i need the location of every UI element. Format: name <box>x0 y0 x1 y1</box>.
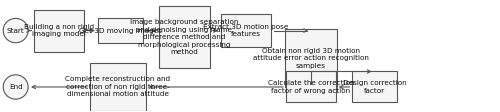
Ellipse shape <box>3 18 28 43</box>
FancyBboxPatch shape <box>221 14 271 47</box>
Text: Get 3D moving images: Get 3D moving images <box>79 28 162 34</box>
FancyBboxPatch shape <box>98 18 143 43</box>
Text: Image background separation
and denoising using frame
difference method and
morp: Image background separation and denoisin… <box>130 19 238 55</box>
Text: Building a non rigid
imaging model: Building a non rigid imaging model <box>24 24 94 37</box>
Text: Design correction
factor: Design correction factor <box>343 80 406 94</box>
Text: Start: Start <box>7 28 24 34</box>
Text: End: End <box>9 84 22 90</box>
Ellipse shape <box>3 75 28 99</box>
FancyBboxPatch shape <box>34 10 84 52</box>
Text: Extract 3D motion pose
features: Extract 3D motion pose features <box>204 24 288 37</box>
Text: Complete reconstruction and
correction of non rigid three-
dimensional motion at: Complete reconstruction and correction o… <box>66 76 170 97</box>
FancyBboxPatch shape <box>352 71 397 102</box>
FancyBboxPatch shape <box>286 71 336 102</box>
FancyBboxPatch shape <box>284 29 337 87</box>
FancyBboxPatch shape <box>158 6 210 68</box>
Text: Calculate the correction
factor of wrong action: Calculate the correction factor of wrong… <box>268 80 354 94</box>
FancyBboxPatch shape <box>90 63 146 111</box>
Text: Obtain non rigid 3D motion
attitude error action recognition
samples: Obtain non rigid 3D motion attitude erro… <box>253 48 369 69</box>
